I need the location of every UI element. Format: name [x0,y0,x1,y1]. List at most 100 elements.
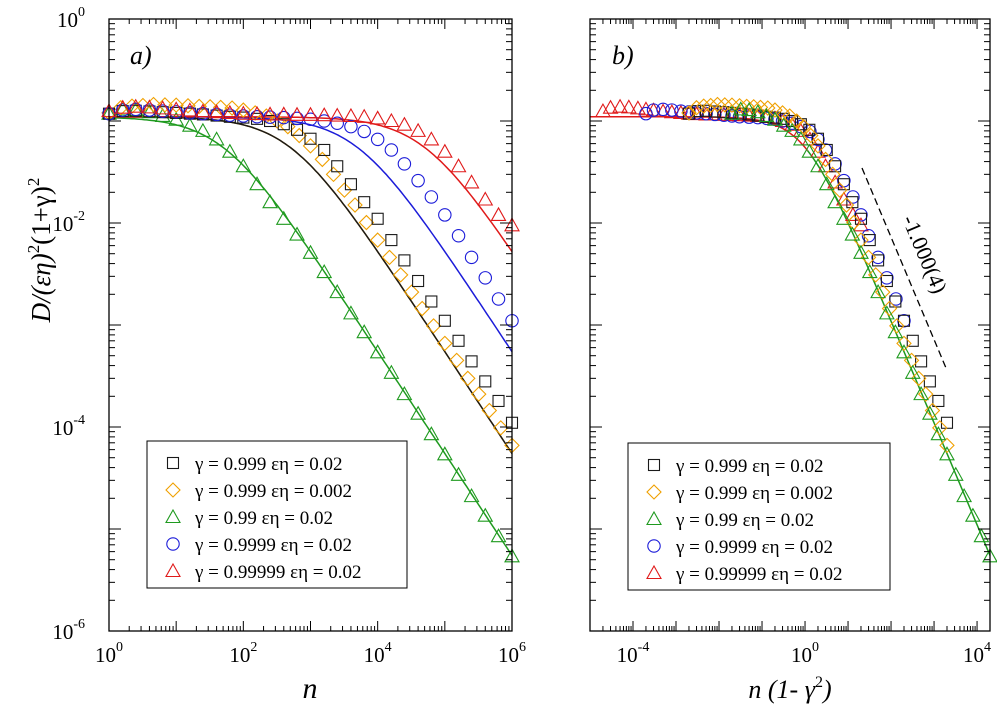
data-point-3-22 [397,157,412,171]
data-point-2-23 [880,274,893,288]
data-point-1-28 [414,300,430,317]
data-point-1-31 [448,352,465,369]
data-point-2-30 [940,416,954,429]
data-point-3-10 [236,109,251,123]
data-point-4-17 [329,107,346,122]
legend-marker-1 [165,482,181,498]
data-point-2-9 [760,110,773,123]
data-point-4-18 [342,107,359,123]
slope-annotation: -1.000(4) [897,211,952,297]
data-point-1-21 [336,182,353,198]
legend-label-1: γ = 0.999 εη = 0.002 [675,483,833,504]
data-point-3-28 [478,271,493,285]
data-point-1-10 [725,109,739,123]
data-point-3-23 [411,173,425,188]
data-point-4-1 [114,99,131,114]
data-point-2-19 [358,196,371,209]
data-point-1-18 [302,138,319,154]
data-point-3-6 [724,97,740,113]
data-point-3-25 [860,249,877,266]
data-point-3-26 [867,267,884,283]
data-point-3-29 [889,318,905,334]
data-point-4-29 [490,206,507,221]
legend-label-1: γ = 0.999 εη = 0.002 [194,481,352,502]
data-point-1-7 [180,98,196,114]
data-point-3-25 [438,208,452,222]
data-point-3-4 [155,104,170,118]
data-point-4-22 [396,116,413,131]
panel-a: a) n γ = 0.999 εη = 0.02γ = 0.999 εη = 0… [101,18,520,705]
data-point-3-29 [491,292,506,306]
panel-b-x-label-sup: 2 [815,674,823,691]
data-point-1-1 [646,103,661,117]
legend-marker-4 [646,564,662,580]
data-point-3-34 [924,402,941,419]
legend-marker-0 [166,456,180,470]
data-point-1-27 [871,250,885,265]
data-point-1-19 [314,151,331,168]
data-point-4-8 [792,131,809,146]
data-point-0-17 [329,284,346,299]
data-point-0-10 [235,158,252,173]
panel-b-x-label-close: ) [821,675,832,704]
data-point-3-1 [115,103,130,117]
legend-label-0: γ = 0.999 εη = 0.02 [675,456,824,477]
panel-a-label: a) [130,41,152,70]
y-label-main: D/(εη) [26,253,56,323]
data-point-2-28 [923,375,936,388]
data-point-1-2 [656,102,670,117]
data-point-3-11 [250,110,264,124]
data-point-3-2 [695,98,712,114]
data-point-2-25 [438,314,451,327]
data-point-4-12 [827,194,844,209]
panel-b-legend: γ = 0.999 εη = 0.02 γ = 0.999 εη = 0.002 γ… [627,442,891,591]
panel-a-ticks [108,19,513,632]
data-point-4-25 [939,446,955,461]
data-point-4-2 [127,98,144,113]
data-point-3-2 [128,102,143,117]
data-point-3-36 [939,437,955,454]
data-point-4-15 [853,244,869,259]
data-point-0-15 [302,244,319,259]
data-point-4-6 [775,117,792,132]
data-point-3-20 [370,132,385,147]
data-point-1-23 [358,214,375,231]
data-point-0-29 [490,528,507,543]
data-point-4-10 [810,158,826,173]
data-point-0-0 [595,102,611,118]
data-point-3-19 [817,151,834,168]
x-tick-label: 10-4 [617,640,650,667]
data-point-0-18 [342,305,359,320]
data-point-0-11 [249,176,265,191]
data-point-1-17 [291,127,308,144]
data-point-2-23 [412,274,425,288]
data-point-3-5 [716,97,733,113]
data-point-4-28 [477,191,494,206]
panel-b-legend-box [627,442,891,591]
data-point-2-21 [863,234,876,247]
data-point-0-19 [356,324,373,339]
data-point-4-24 [423,131,440,146]
legend-marker-3 [166,537,180,551]
panel-b-frame [589,18,991,632]
fit-line-3 [109,116,513,353]
panel-a-data-points [101,96,520,563]
data-point-4-16 [316,107,333,122]
data-point-1-12 [235,102,252,118]
data-point-2-18 [344,178,357,191]
data-point-0-21 [383,364,400,379]
data-point-4-14 [289,106,305,121]
panel-a-legend: γ = 0.999 εη = 0.02 γ = 0.999 εη = 0.002 γ… [146,440,408,589]
data-point-2-17 [331,160,344,173]
data-point-1-33 [470,386,487,402]
data-point-4-24 [930,426,947,441]
data-point-2-27 [465,355,478,368]
x-tick-label: 100 [791,640,819,667]
y-tick-label: 100 [57,5,85,32]
panel-b-x-label: n (1- γ2) [748,674,831,704]
data-point-4-3 [749,104,766,119]
data-point-4-7 [784,122,801,137]
data-point-3-0 [681,105,697,121]
data-point-4-5 [168,101,185,116]
